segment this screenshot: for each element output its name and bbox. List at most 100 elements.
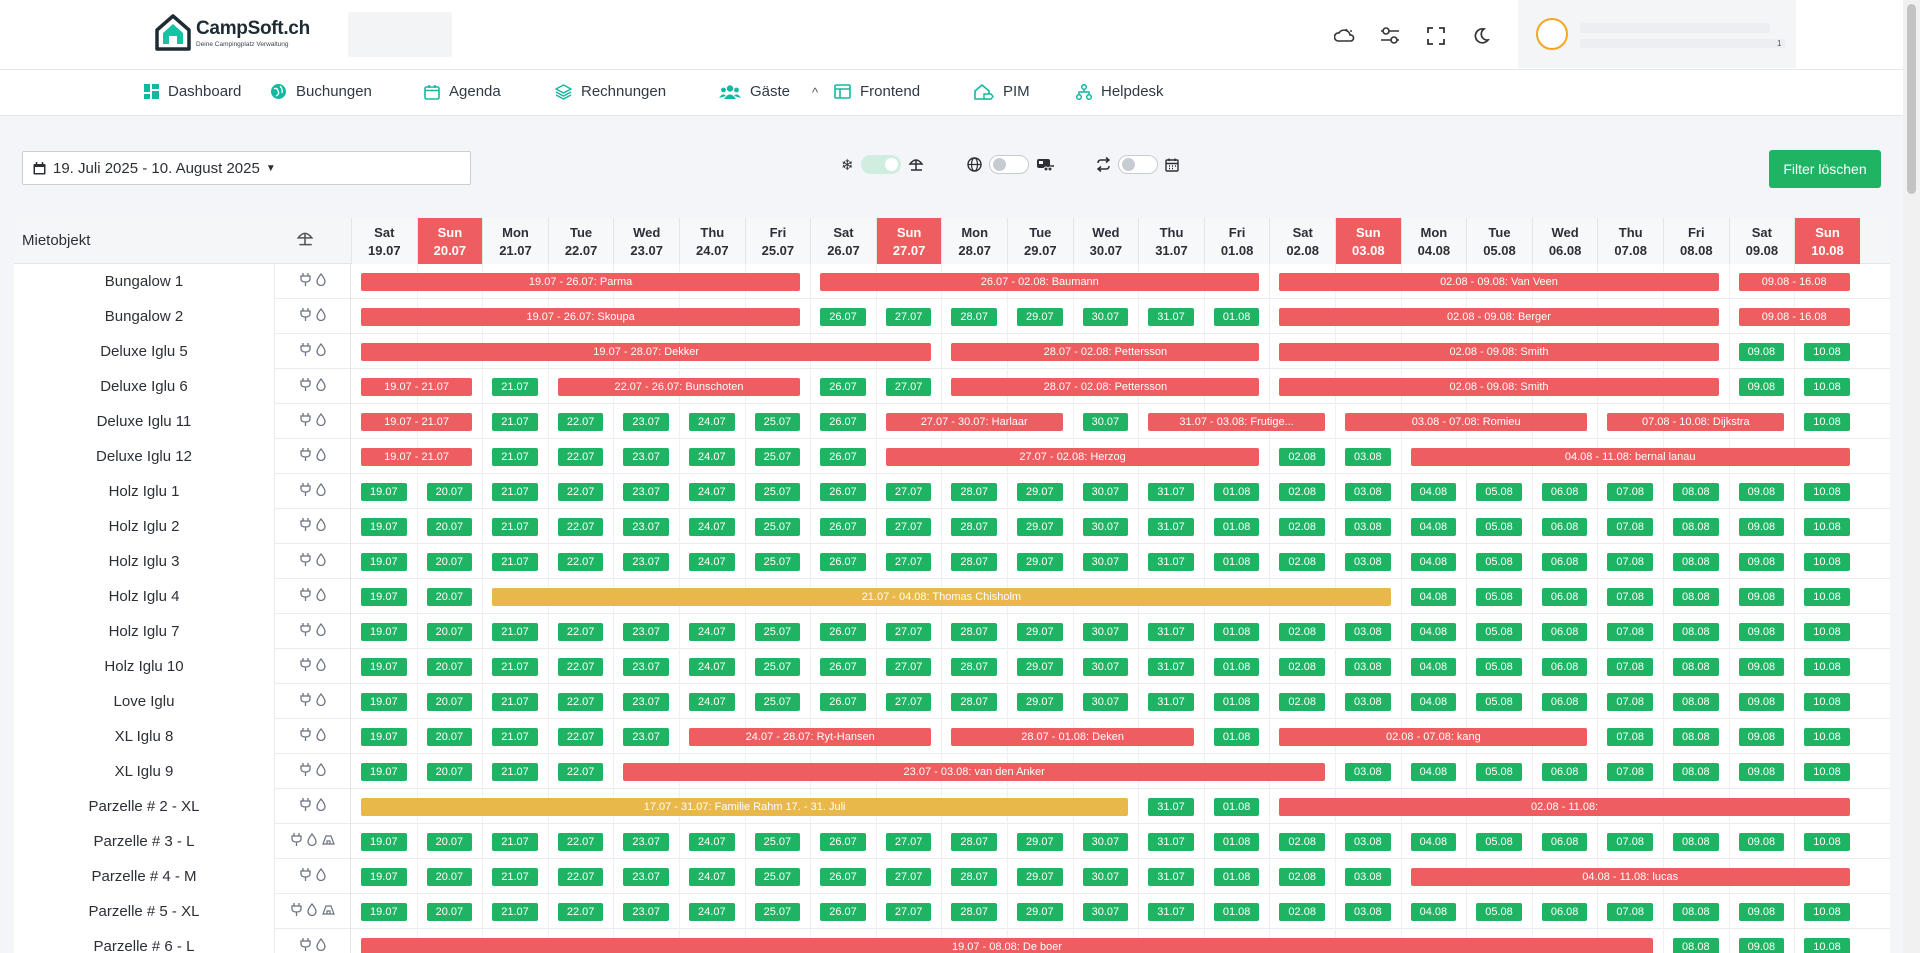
free-day-chip[interactable]: 30.07 bbox=[1082, 693, 1129, 711]
free-day-chip[interactable]: 10.08 bbox=[1804, 728, 1850, 746]
free-day-chip[interactable]: 27.07 bbox=[885, 903, 932, 921]
free-day-chip[interactable]: 28.07 bbox=[951, 483, 997, 501]
rental-object-name[interactable]: Holz Iglu 3 bbox=[14, 544, 275, 579]
free-day-chip[interactable]: 07.08 bbox=[1607, 903, 1653, 921]
free-day-chip[interactable]: 25.07 bbox=[754, 658, 801, 676]
free-day-chip[interactable]: 24.07 bbox=[689, 483, 735, 501]
free-day-chip[interactable]: 30.07 bbox=[1082, 623, 1129, 641]
free-day-chip[interactable]: 27.07 bbox=[885, 378, 932, 396]
free-day-chip[interactable]: 04.08 bbox=[1410, 553, 1457, 571]
free-day-chip[interactable]: 10.08 bbox=[1804, 553, 1850, 571]
free-day-chip[interactable]: 08.08 bbox=[1673, 623, 1719, 641]
free-day-chip[interactable]: 23.07 bbox=[623, 623, 669, 641]
nav-gaeste[interactable]: Gäste bbox=[719, 83, 790, 100]
free-day-chip[interactable]: 25.07 bbox=[754, 483, 801, 501]
free-day-chip[interactable]: 09.08 bbox=[1738, 588, 1785, 606]
free-day-chip[interactable]: 25.07 bbox=[754, 518, 801, 536]
free-day-chip[interactable]: 09.08 bbox=[1738, 903, 1785, 921]
free-day-chip[interactable]: 26.07 bbox=[820, 308, 866, 326]
free-day-chip[interactable]: 23.07 bbox=[623, 868, 669, 886]
free-day-chip[interactable]: 30.07 bbox=[1082, 483, 1129, 501]
free-day-chip[interactable]: 05.08 bbox=[1476, 763, 1522, 781]
free-day-chip[interactable]: 24.07 bbox=[689, 868, 735, 886]
booking-bar[interactable]: 27.07 - 02.08: Herzog bbox=[885, 448, 1260, 466]
booking-bar[interactable]: 02.08 - 07.08: kang bbox=[1279, 728, 1588, 746]
free-day-chip[interactable]: 21.07 bbox=[492, 413, 538, 431]
free-day-chip[interactable]: 08.08 bbox=[1673, 483, 1719, 501]
rental-object-name[interactable]: Bungalow 1 bbox=[14, 264, 275, 299]
booking-bar[interactable]: 19.07 - 21.07 bbox=[361, 448, 473, 466]
free-day-chip[interactable]: 29.07 bbox=[1017, 483, 1063, 501]
free-day-chip[interactable]: 31.07 bbox=[1148, 483, 1194, 501]
rental-object-name[interactable]: Holz Iglu 1 bbox=[14, 474, 275, 509]
logo[interactable]: CampSoft.ch Deine Campingplatz Verwaltun… bbox=[155, 14, 310, 52]
booking-bar[interactable]: 09.08 - 16.08 bbox=[1738, 308, 1850, 326]
free-day-chip[interactable]: 03.08 bbox=[1345, 483, 1391, 501]
free-day-chip[interactable]: 25.07 bbox=[754, 553, 801, 571]
free-day-chip[interactable]: 21.07 bbox=[492, 903, 538, 921]
free-day-chip[interactable]: 21.07 bbox=[492, 868, 538, 886]
weather-icon[interactable] bbox=[1333, 24, 1357, 48]
free-day-chip[interactable]: 27.07 bbox=[885, 483, 932, 501]
free-day-chip[interactable]: 06.08 bbox=[1541, 588, 1588, 606]
free-day-chip[interactable]: 10.08 bbox=[1804, 833, 1850, 851]
free-day-chip[interactable]: 19.07 bbox=[361, 658, 407, 676]
rental-object-name[interactable]: Bungalow 2 bbox=[14, 299, 275, 334]
free-day-chip[interactable]: 19.07 bbox=[361, 553, 407, 571]
free-day-chip[interactable]: 05.08 bbox=[1476, 483, 1522, 501]
free-day-chip[interactable]: 21.07 bbox=[492, 553, 538, 571]
free-day-chip[interactable]: 19.07 bbox=[361, 588, 407, 606]
free-day-chip[interactable]: 09.08 bbox=[1738, 938, 1785, 953]
free-day-chip[interactable]: 30.07 bbox=[1082, 413, 1129, 431]
free-day-chip[interactable]: 08.08 bbox=[1673, 938, 1719, 953]
free-day-chip[interactable]: 05.08 bbox=[1476, 693, 1522, 711]
free-day-chip[interactable]: 02.08 bbox=[1279, 518, 1325, 536]
free-day-chip[interactable]: 08.08 bbox=[1673, 728, 1719, 746]
free-day-chip[interactable]: 09.08 bbox=[1738, 763, 1785, 781]
free-day-chip[interactable]: 10.08 bbox=[1804, 413, 1850, 431]
free-day-chip[interactable]: 05.08 bbox=[1476, 833, 1522, 851]
free-day-chip[interactable]: 03.08 bbox=[1345, 518, 1391, 536]
free-day-chip[interactable]: 19.07 bbox=[361, 833, 407, 851]
free-day-chip[interactable]: 07.08 bbox=[1607, 833, 1653, 851]
free-day-chip[interactable]: 22.07 bbox=[557, 728, 604, 746]
free-day-chip[interactable]: 01.08 bbox=[1213, 868, 1260, 886]
free-day-chip[interactable]: 26.07 bbox=[820, 693, 866, 711]
free-day-chip[interactable]: 06.08 bbox=[1541, 833, 1588, 851]
free-day-chip[interactable]: 09.08 bbox=[1738, 693, 1785, 711]
free-day-chip[interactable]: 07.08 bbox=[1607, 553, 1653, 571]
nav-frontend[interactable]: Frontend bbox=[834, 83, 920, 100]
nav-buchungen[interactable]: Buchungen bbox=[270, 83, 372, 100]
booking-bar[interactable]: 28.07 - 01.08: Deken bbox=[951, 728, 1194, 746]
free-day-chip[interactable]: 07.08 bbox=[1607, 658, 1653, 676]
free-day-chip[interactable]: 25.07 bbox=[754, 448, 801, 466]
free-day-chip[interactable]: 03.08 bbox=[1345, 623, 1391, 641]
free-day-chip[interactable]: 22.07 bbox=[557, 518, 604, 536]
free-day-chip[interactable]: 22.07 bbox=[557, 448, 604, 466]
free-day-chip[interactable]: 25.07 bbox=[754, 833, 801, 851]
free-day-chip[interactable]: 05.08 bbox=[1476, 903, 1522, 921]
free-day-chip[interactable]: 24.07 bbox=[689, 693, 735, 711]
nav-agenda[interactable]: Agenda bbox=[424, 83, 501, 100]
free-day-chip[interactable]: 31.07 bbox=[1148, 518, 1194, 536]
booking-bar[interactable]: 02.08 - 09.08: Van Veen bbox=[1279, 273, 1719, 291]
free-day-chip[interactable]: 21.07 bbox=[492, 763, 538, 781]
free-day-chip[interactable]: 28.07 bbox=[951, 658, 997, 676]
free-day-chip[interactable]: 09.08 bbox=[1738, 343, 1785, 361]
free-day-chip[interactable]: 04.08 bbox=[1410, 483, 1457, 501]
free-day-chip[interactable]: 01.08 bbox=[1213, 728, 1260, 746]
booking-bar[interactable]: 17.07 - 31.07: Familie Rahm 17. - 31. Ju… bbox=[361, 798, 1129, 816]
free-day-chip[interactable]: 25.07 bbox=[754, 693, 801, 711]
free-day-chip[interactable]: 27.07 bbox=[885, 693, 932, 711]
free-day-chip[interactable]: 07.08 bbox=[1607, 518, 1653, 536]
booking-bar[interactable]: 02.08 - 11.08: bbox=[1279, 798, 1850, 816]
free-day-chip[interactable]: 21.07 bbox=[492, 833, 538, 851]
free-day-chip[interactable]: 24.07 bbox=[689, 448, 735, 466]
free-day-chip[interactable]: 20.07 bbox=[426, 833, 473, 851]
free-day-chip[interactable]: 09.08 bbox=[1738, 518, 1785, 536]
free-day-chip[interactable]: 25.07 bbox=[754, 623, 801, 641]
free-day-chip[interactable]: 19.07 bbox=[361, 518, 407, 536]
free-day-chip[interactable]: 20.07 bbox=[426, 868, 473, 886]
free-day-chip[interactable]: 24.07 bbox=[689, 658, 735, 676]
free-day-chip[interactable]: 02.08 bbox=[1279, 623, 1325, 641]
